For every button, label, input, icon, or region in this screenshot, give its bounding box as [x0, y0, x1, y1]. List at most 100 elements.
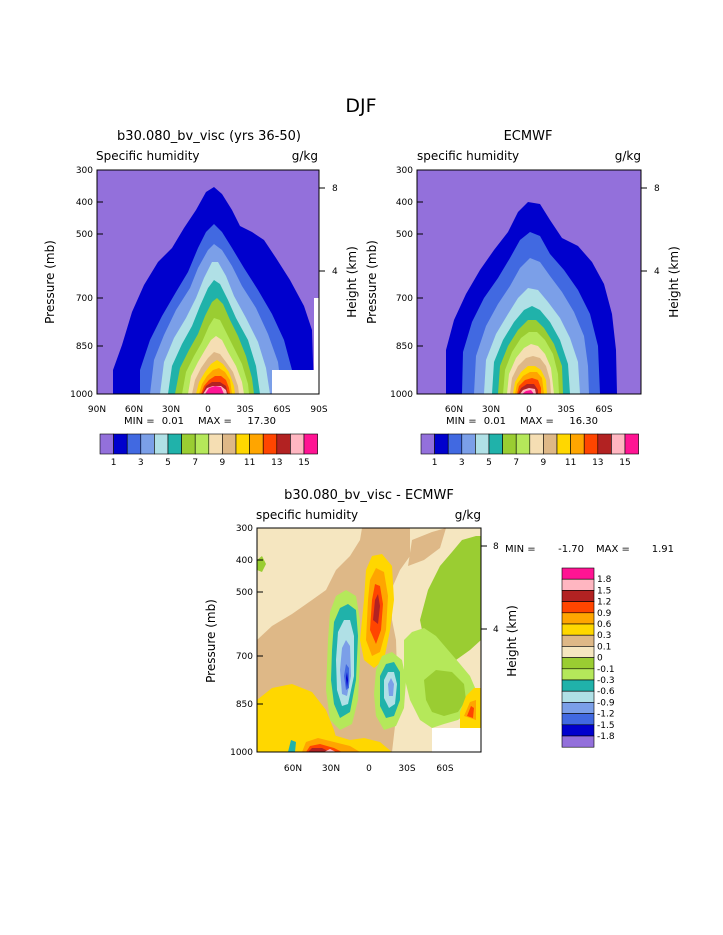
colorbar-label: -0.6	[597, 687, 615, 697]
colorbar-swatch	[488, 433, 503, 455]
difference-field-label: specific humidity	[256, 508, 358, 522]
model-right-axis: 8 4 Height (km)	[319, 184, 359, 318]
min-label: MIN =	[505, 544, 536, 555]
x-tick-label: 30S	[557, 405, 574, 415]
missing-data-region	[272, 370, 319, 394]
model-panel-title: b30.080_bv_visc (yrs 36-50)	[117, 129, 301, 144]
y-tick-label: 500	[76, 230, 93, 240]
colorbar-label: 0.1	[597, 642, 611, 652]
model-colorbar: 1 3 5 7 9 11 13 15	[99, 433, 318, 468]
model-x-axis: 90N 60N 30N 0 30S 60S 90S	[88, 405, 328, 415]
y-tick-label: 300	[236, 524, 253, 534]
colorbar-swatch	[475, 433, 490, 455]
colorbar-swatch	[561, 713, 595, 726]
colorbar-swatch	[561, 702, 595, 714]
colorbar-swatch	[543, 433, 558, 455]
colorbar-swatch	[561, 668, 595, 681]
x-tick-label: 60S	[273, 405, 290, 415]
ecmwf-right-axis: 8 4 Height (km)	[641, 184, 681, 318]
colorbar-swatch	[126, 433, 142, 455]
colorbar-swatch	[276, 433, 291, 455]
colorbar-label: 1	[111, 458, 117, 468]
y-tick-label: 700	[396, 294, 413, 304]
colorbar-label: 15	[298, 458, 309, 468]
model-plot-frame	[96, 169, 320, 395]
height-tick-label: 4	[493, 625, 499, 635]
colorbar-swatch	[290, 433, 305, 455]
colorbar-swatch	[140, 433, 155, 455]
model-min-max: MIN = 0.01 MAX = 17.30	[124, 416, 276, 427]
colorbar-swatch	[447, 433, 463, 455]
colorbar-label: 1	[432, 458, 438, 468]
colorbar-label: 3	[138, 458, 144, 468]
min-label: MIN =	[124, 416, 155, 427]
colorbar-swatch	[561, 679, 595, 692]
model-units-label: g/kg	[292, 149, 318, 163]
contour-band-above-15	[522, 390, 534, 394]
colorbar-swatch	[249, 433, 264, 455]
contour-band-0.1-to-0.3	[408, 528, 446, 566]
colorbar-label: -1.5	[597, 721, 615, 731]
colorbar-swatch	[561, 590, 595, 602]
colorbar-swatch	[262, 433, 278, 455]
colorbar-label: 0	[597, 654, 603, 664]
ecmwf-field-label: specific humidity	[417, 149, 519, 163]
x-tick-label: 0	[366, 764, 372, 774]
min-value: -1.70	[558, 544, 584, 555]
colorbar-swatch	[597, 433, 612, 455]
x-tick-label: 90N	[88, 405, 106, 415]
y-tick-label: 1000	[390, 390, 413, 400]
colorbar-label: 7	[513, 458, 519, 468]
colorbar-swatch	[570, 433, 585, 455]
x-tick-label: 0	[526, 405, 532, 415]
colorbar-label: -1.2	[597, 710, 615, 720]
colorbar-label: 5	[486, 458, 492, 468]
y-tick-label: 400	[236, 556, 253, 566]
max-value: 17.30	[247, 416, 276, 427]
x-tick-label: 90S	[310, 405, 327, 415]
colorbar-swatch	[583, 433, 599, 455]
y-tick-label: 500	[396, 230, 413, 240]
y-tick-label: 700	[236, 652, 253, 662]
y-tick-label: 400	[76, 198, 93, 208]
height-tick-label: 8	[493, 542, 499, 552]
colorbar-swatch	[515, 433, 531, 455]
x-tick-label: 60N	[125, 405, 143, 415]
colorbar-swatch	[113, 433, 128, 455]
min-label: MIN =	[446, 416, 477, 427]
difference-right-axis: 8 4 Height (km)	[481, 542, 519, 677]
contour-band-minus-1.5-to-minus-1.2	[388, 678, 394, 696]
colorbar-swatch	[99, 433, 114, 455]
colorbar-swatch	[208, 433, 223, 455]
contour-band-1.5-to-1.8	[324, 749, 336, 752]
colorbar-swatch	[561, 623, 595, 636]
ecmwf-left-axis: 300 400 500 700 850 1000 Pressure (mb)	[365, 166, 423, 400]
colorbar-swatch	[194, 433, 210, 455]
x-tick-label: 30S	[236, 405, 253, 415]
colorbar-label: 11	[565, 458, 576, 468]
model-contour-field	[97, 170, 319, 394]
colorbar-label: 13	[592, 458, 603, 468]
y-tick-label: 850	[76, 342, 93, 352]
y-tick-label: 1000	[70, 390, 93, 400]
y-tick-label: 1000	[230, 748, 253, 758]
min-value: 0.01	[484, 416, 506, 427]
y2-axis-label: Height (km)	[667, 246, 681, 317]
colorbar-label: 11	[244, 458, 255, 468]
colorbar-swatch	[167, 433, 182, 455]
colorbar-label: 0.3	[597, 631, 611, 641]
y-tick-label: 400	[396, 198, 413, 208]
height-tick-label: 8	[654, 184, 660, 194]
ecmwf-x-axis: 60N 30N 0 30S 60S	[445, 405, 613, 415]
colorbar-label: 0.9	[597, 609, 612, 619]
colorbar-swatch	[561, 567, 595, 580]
y-tick-label: 850	[236, 700, 253, 710]
colorbar-label: -1.8	[597, 732, 615, 742]
height-tick-label: 4	[654, 267, 660, 277]
colorbar-label: -0.1	[597, 665, 615, 675]
colorbar-swatch	[561, 578, 595, 591]
contour-band-above-15	[205, 386, 224, 394]
colorbar-label: 0.6	[597, 620, 612, 630]
colorbar-label: 1.5	[597, 586, 611, 596]
